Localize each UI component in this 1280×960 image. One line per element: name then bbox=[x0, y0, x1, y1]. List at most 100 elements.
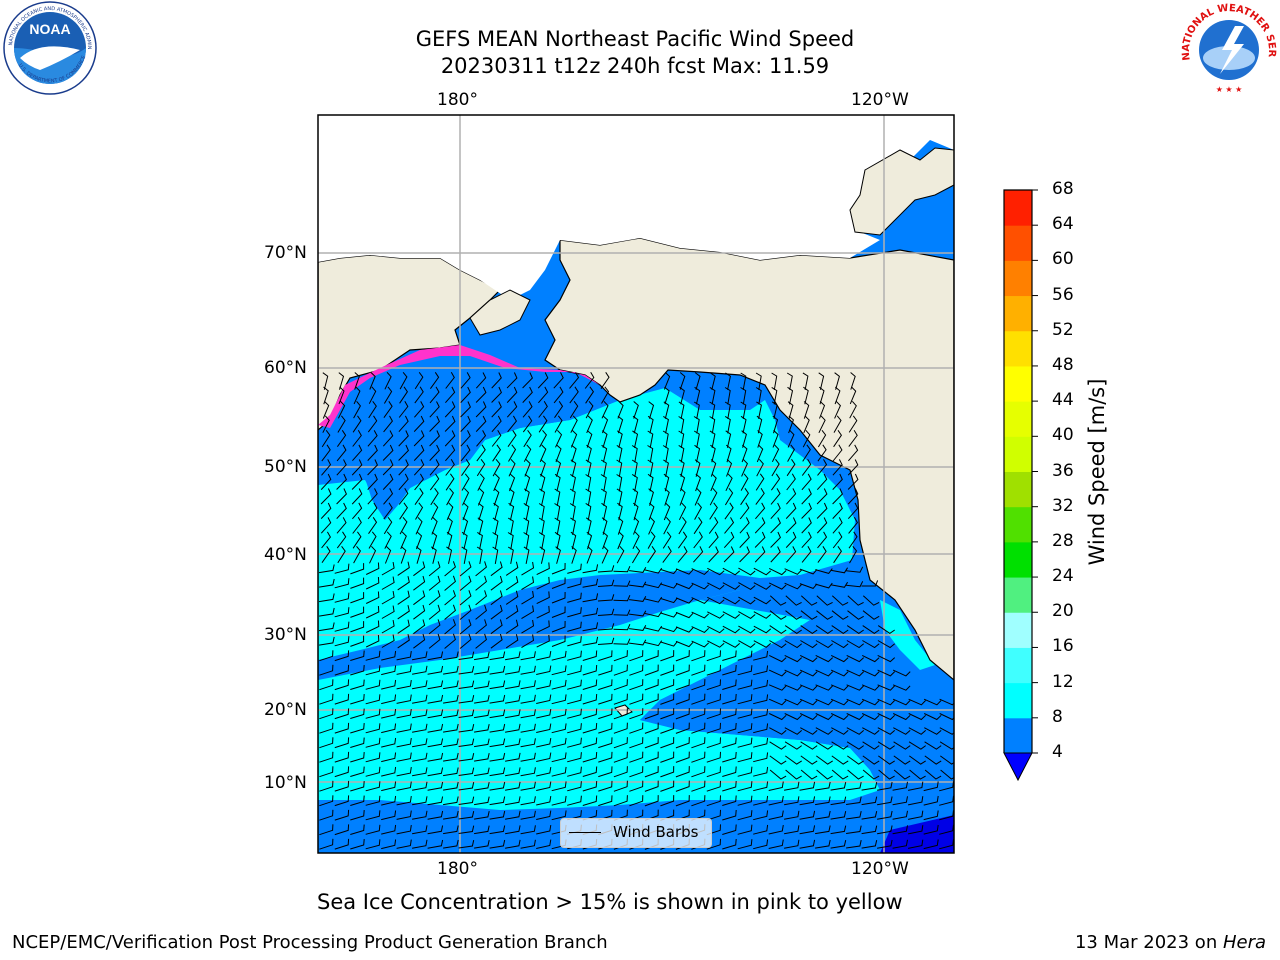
wind-barb bbox=[799, 781, 816, 791]
wind-barb bbox=[706, 780, 721, 792]
wind-barb bbox=[706, 795, 721, 807]
wind-barb bbox=[801, 546, 812, 563]
wind-barb bbox=[460, 430, 471, 447]
lat-label-10n: 10°N bbox=[264, 773, 307, 793]
wind-barb bbox=[737, 679, 753, 690]
wind-barb bbox=[600, 488, 607, 506]
wind-barb bbox=[381, 824, 397, 835]
wind-barb bbox=[319, 607, 335, 617]
wind-barb bbox=[443, 723, 459, 733]
wind-barb bbox=[474, 709, 490, 719]
wind-barb bbox=[784, 825, 800, 835]
wind-barb bbox=[924, 755, 942, 765]
wind-barb bbox=[413, 444, 425, 461]
wind-barb bbox=[319, 622, 335, 632]
wind-barb bbox=[381, 650, 397, 661]
wind-barb bbox=[831, 727, 849, 735]
wind-barb bbox=[817, 429, 827, 448]
wind-barb bbox=[429, 459, 440, 476]
wind-barb bbox=[632, 488, 639, 506]
colorbar-segment bbox=[1004, 506, 1032, 543]
wind-barb bbox=[737, 781, 753, 792]
wind-barb bbox=[613, 766, 628, 778]
wind-barb bbox=[551, 795, 567, 806]
wind-barb bbox=[475, 386, 487, 403]
wind-barb bbox=[939, 727, 954, 735]
wind-barb bbox=[414, 372, 424, 390]
wind-barb bbox=[801, 531, 812, 549]
wind-barb bbox=[567, 592, 582, 603]
wind-barb bbox=[489, 810, 506, 820]
wind-barb bbox=[706, 693, 721, 705]
wind-barb bbox=[523, 444, 532, 462]
wind-barb bbox=[660, 626, 678, 633]
wind-barb bbox=[567, 665, 582, 676]
wind-barb bbox=[320, 502, 332, 519]
wind-barb bbox=[831, 640, 849, 649]
wind-barb bbox=[613, 595, 631, 602]
wind-barb bbox=[800, 755, 818, 765]
wind-barb bbox=[908, 698, 926, 706]
wind-barb bbox=[830, 713, 849, 721]
wind-barb bbox=[367, 488, 378, 505]
wind-barb bbox=[582, 722, 598, 734]
wind-barb bbox=[598, 780, 613, 792]
wind-barb bbox=[461, 473, 470, 491]
wind-barb bbox=[601, 517, 608, 535]
wind-barb bbox=[675, 568, 694, 575]
wind-barb bbox=[367, 459, 378, 476]
wind-barb bbox=[892, 684, 911, 691]
wind-barb bbox=[675, 795, 690, 807]
wind-barb bbox=[505, 723, 521, 733]
wind-barb bbox=[412, 752, 428, 762]
wind-barb bbox=[892, 796, 908, 806]
wind-barb bbox=[459, 590, 472, 606]
wind-barb bbox=[800, 610, 818, 620]
wind-barb bbox=[551, 781, 567, 792]
wind-barb bbox=[679, 372, 686, 390]
wind-barb bbox=[709, 430, 716, 448]
wind-barb bbox=[675, 751, 690, 763]
wind-barb bbox=[893, 769, 911, 780]
wind-barb bbox=[474, 651, 490, 661]
wind-barb bbox=[648, 401, 655, 419]
wind-barb bbox=[613, 650, 628, 662]
wind-barb bbox=[644, 664, 659, 676]
wind-barb bbox=[644, 780, 659, 792]
wind-barb bbox=[319, 679, 334, 691]
wind-barb bbox=[443, 738, 459, 748]
wind-barb bbox=[737, 839, 753, 850]
wind-barb bbox=[597, 637, 615, 645]
wind-barb bbox=[539, 429, 548, 448]
wind-barb bbox=[923, 839, 939, 850]
wind-barb bbox=[398, 430, 409, 447]
wind-barb bbox=[784, 684, 802, 691]
wind-barb bbox=[861, 698, 880, 706]
wind-barb bbox=[460, 444, 471, 462]
wind-barb bbox=[800, 625, 818, 635]
wind-barb bbox=[350, 679, 365, 690]
wind-barb bbox=[831, 769, 849, 780]
map-frame bbox=[317, 114, 955, 854]
footer-date: 13 Mar 2023 on Hera bbox=[1075, 932, 1266, 953]
wind-barb bbox=[429, 444, 440, 461]
wind-barb bbox=[753, 839, 769, 850]
wind-barb bbox=[784, 741, 802, 750]
wind-barb bbox=[569, 488, 576, 506]
wind-barb bbox=[693, 531, 703, 549]
wind-barb bbox=[396, 752, 412, 762]
wind-barb bbox=[664, 386, 670, 405]
wind-barb bbox=[475, 604, 487, 620]
wind-barb bbox=[631, 545, 641, 564]
wind-barb bbox=[537, 372, 549, 389]
wind-barb bbox=[521, 561, 535, 576]
colorbar-segment bbox=[1004, 471, 1032, 508]
wind-barb bbox=[816, 502, 828, 519]
wind-barb bbox=[491, 372, 502, 389]
wind-barb bbox=[381, 591, 395, 605]
wind-barb bbox=[660, 795, 675, 807]
nws-logo: NATIONAL WEATHER SERVICE ★ ★ ★ bbox=[0, 0, 1277, 94]
wind-barb bbox=[336, 430, 347, 447]
wind-barb bbox=[461, 459, 471, 476]
wind-barb bbox=[428, 575, 441, 591]
